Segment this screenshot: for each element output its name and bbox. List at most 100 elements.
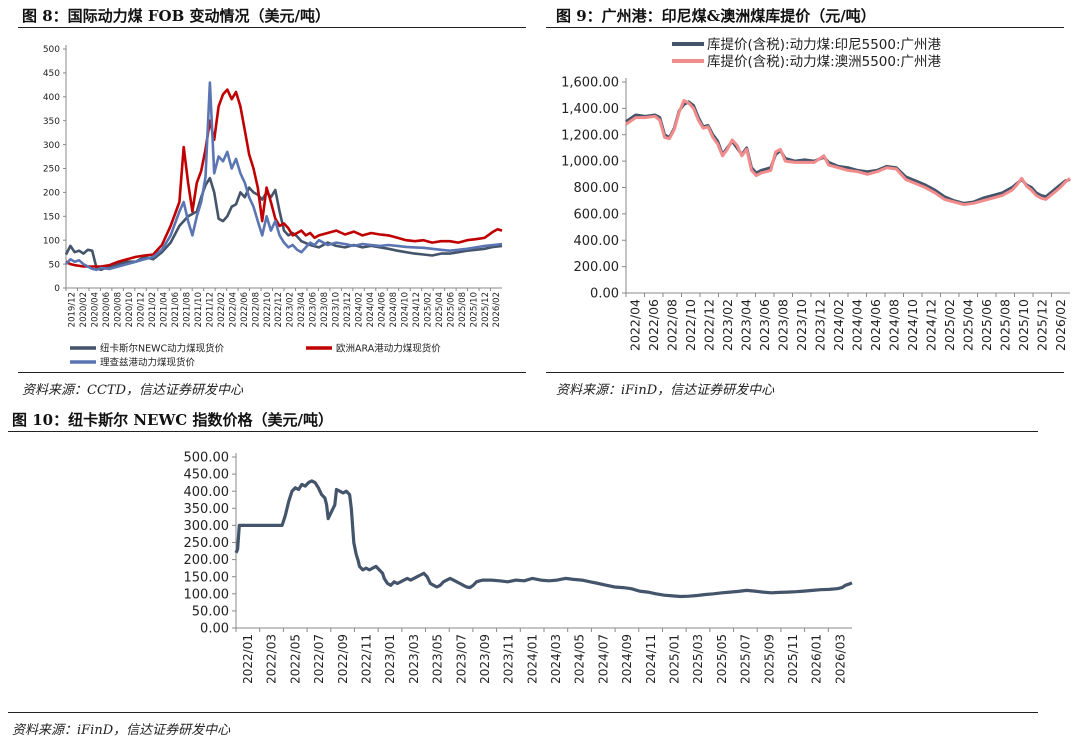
x-tick-label: 2023/10 xyxy=(332,292,342,327)
y-tick-label: 400.00 xyxy=(184,485,230,500)
x-tick-label: 2023/08 xyxy=(320,292,330,327)
panel-10-bottom-rule xyxy=(8,712,1038,713)
x-tick-label: 2021/10 xyxy=(194,292,204,327)
x-tick-label: 2024/12 xyxy=(924,299,939,351)
x-tick-label: 2019/12 xyxy=(68,292,78,327)
x-tick-label: 2021/02 xyxy=(148,292,158,327)
x-tick-label: 2021/06 xyxy=(171,292,181,327)
y-tick-label: 50.00 xyxy=(192,604,229,619)
x-tick-label: 2023/12 xyxy=(813,299,828,351)
x-tick-label: 2023/11 xyxy=(502,634,516,684)
x-tick-label: 2025/12 xyxy=(1035,299,1050,351)
x-tick-label: 2023/01 xyxy=(383,634,397,684)
x-tick-label: 2025/04 xyxy=(435,292,445,327)
x-tick-label: 2024/10 xyxy=(400,292,410,327)
x-tick-label: 2021/04 xyxy=(160,292,170,327)
x-tick-label: 2026/01 xyxy=(810,634,824,684)
x-tick-label: 2022/04 xyxy=(228,292,238,327)
y-tick-label: 400.00 xyxy=(574,234,620,249)
panel-9-title: 图 9：广州港：印尼煤&澳洲煤库提价（元/吨） xyxy=(556,7,876,25)
x-tick-label: 2023/12 xyxy=(343,292,353,327)
chart-newc_index: 0.00 50.00 100.00 150.00 200.00 250.00 300.00 3… xyxy=(184,451,853,684)
x-tick-label: 2025/01 xyxy=(668,634,682,684)
x-tick-label: 2024/08 xyxy=(389,292,399,327)
x-tick-label: 2026/03 xyxy=(833,634,847,684)
panel-8-top-rule xyxy=(18,27,526,28)
x-tick-label: 2024/06 xyxy=(378,292,388,327)
series-line-fob-1 xyxy=(65,88,503,268)
y-tick-label: 150 xyxy=(43,212,60,222)
x-tick-label: 2020/06 xyxy=(102,292,112,327)
x-tick-label: 2022/08 xyxy=(251,292,261,327)
y-tick-label: 450.00 xyxy=(184,468,230,483)
panel-10-title: 图 10：纽卡斯尔 NEWC 指数价格（美元/吨） xyxy=(12,411,333,429)
x-tick-label: 2025/02 xyxy=(942,299,957,351)
legend-label: 纽卡斯尔NEWC动力煤现货价 xyxy=(100,343,225,355)
legend-label: 欧洲ARA港动力煤现货价 xyxy=(336,343,441,355)
x-tick-label: 2025/08 xyxy=(458,292,468,327)
y-tick-label: 200 xyxy=(43,189,60,199)
x-tick-label: 2024/12 xyxy=(412,292,422,327)
x-tick-label: 2024/09 xyxy=(620,634,634,684)
y-tick-label: 800.00 xyxy=(574,181,620,196)
y-tick-label: 50 xyxy=(49,260,61,270)
y-tick-label: 300.00 xyxy=(184,519,230,534)
panel-8-bottom-rule xyxy=(18,372,526,373)
y-tick-label: 0.00 xyxy=(590,287,619,302)
y-tick-label: 0 xyxy=(54,284,60,294)
x-tick-label: 2020/10 xyxy=(125,292,135,327)
y-tick-label: 1,200.00 xyxy=(561,128,619,143)
x-tick-label: 2022/12 xyxy=(702,299,717,351)
x-tick-label: 2020/04 xyxy=(91,292,101,327)
x-tick-label: 2023/02 xyxy=(286,292,296,327)
x-tick-label: 2022/10 xyxy=(263,292,273,327)
panel-8-title: 图 8：国际动力煤 FOB 变动情况（美元/吨） xyxy=(22,7,330,25)
x-tick-label: 2023/07 xyxy=(454,634,468,684)
y-tick-label: 100 xyxy=(43,236,60,246)
x-tick-label: 2022/01 xyxy=(241,634,255,684)
x-tick-label: 2022/12 xyxy=(274,292,284,327)
x-tick-label: 2024/02 xyxy=(831,299,846,351)
x-tick-label: 2022/07 xyxy=(312,634,326,684)
x-tick-label: 2024/06 xyxy=(868,299,883,351)
y-tick-label: 0.00 xyxy=(200,622,229,637)
x-tick-label: 2025/05 xyxy=(715,634,729,684)
y-tick-label: 500 xyxy=(43,45,60,55)
x-tick-label: 2025/10 xyxy=(1016,299,1031,351)
x-tick-label: 2025/06 xyxy=(979,299,994,351)
y-tick-label: 1,600.00 xyxy=(561,76,619,91)
y-tick-label: 500.00 xyxy=(184,451,230,466)
x-tick-label: 2024/03 xyxy=(549,634,563,684)
y-tick-label: 200.00 xyxy=(574,260,620,275)
series-line-fob-2 xyxy=(65,81,503,272)
x-tick-label: 2024/11 xyxy=(644,634,658,684)
x-tick-label: 2023/10 xyxy=(794,299,809,351)
panel-9-bottom-rule xyxy=(546,372,1064,373)
x-tick-label: 2024/08 xyxy=(887,299,902,351)
series-line-guangzhou-0 xyxy=(625,100,1071,205)
legend-guangzhou: 库提价(含税):动力煤:印尼5500:广州港库提价(含税):动力煤:澳洲5500… xyxy=(672,37,942,70)
y-tick-label: 100.00 xyxy=(184,587,230,602)
x-tick-label: 2021/12 xyxy=(205,292,215,327)
x-tick-label: 2023/09 xyxy=(478,634,492,684)
x-tick-label: 2024/02 xyxy=(355,292,365,327)
x-tick-label: 2025/06 xyxy=(446,292,456,327)
panel-9-source: 资料来源：iFinD，信达证券研发中心 xyxy=(556,383,775,398)
x-tick-label: 2023/06 xyxy=(309,292,319,327)
x-tick-label: 2020/02 xyxy=(79,292,89,327)
y-tick-label: 200.00 xyxy=(184,553,230,568)
y-tick-label: 450 xyxy=(43,69,60,79)
y-tick-label: 250 xyxy=(43,165,60,175)
x-tick-label: 2023/03 xyxy=(407,634,421,684)
panel-9-top-rule xyxy=(546,27,1064,28)
x-tick-label: 2022/02 xyxy=(217,292,227,327)
series-line-newc_index-0 xyxy=(234,479,853,599)
x-tick-label: 2025/12 xyxy=(481,292,491,327)
x-tick-label: 2025/07 xyxy=(739,634,753,684)
series-line-guangzhou-1 xyxy=(625,99,1071,207)
x-tick-label: 2025/03 xyxy=(691,634,705,684)
x-tick-label: 2020/08 xyxy=(114,292,124,327)
x-tick-label: 2024/07 xyxy=(596,634,610,684)
